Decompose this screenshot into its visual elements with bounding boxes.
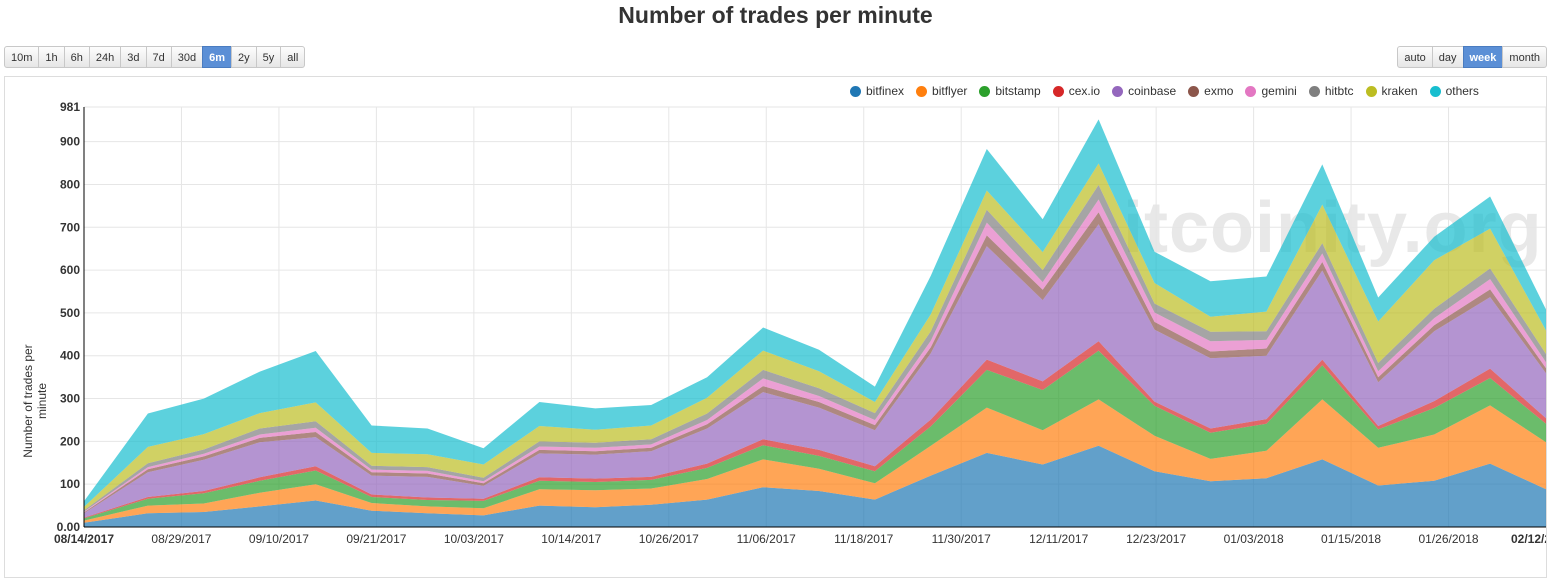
- y-tick-label: 300: [60, 392, 80, 406]
- y-tick-label: 100: [60, 477, 80, 491]
- legend-item-coinbase[interactable]: coinbase: [1112, 84, 1176, 98]
- range-button-30d[interactable]: 30d: [170, 46, 204, 68]
- legend-dot: [1052, 85, 1064, 97]
- mode-button-auto[interactable]: auto: [1397, 46, 1433, 68]
- area-bitfinex: [84, 445, 1546, 527]
- range-button-2y[interactable]: 2y: [231, 46, 257, 68]
- legend-label: hitbtc: [1324, 84, 1354, 98]
- legend-dot: [1429, 85, 1441, 97]
- chart-legend: bitfinex bitflyer bitstamp cex.io coinbase ex…: [850, 84, 1491, 98]
- legend-dot: [1365, 85, 1377, 97]
- x-tick-label: 10/14/2017: [541, 532, 601, 546]
- area-bitflyer: [84, 399, 1546, 523]
- x-tick-label: 11/18/2017: [834, 532, 893, 546]
- legend-label: bitfinex: [866, 84, 905, 98]
- range-button-6h[interactable]: 6h: [63, 46, 90, 68]
- mode-button-week[interactable]: week: [1462, 46, 1504, 68]
- x-tick-label: 09/21/2017: [346, 532, 406, 546]
- legend-item-kraken[interactable]: kraken: [1365, 84, 1418, 98]
- x-tick-label: 10/03/2017: [444, 532, 504, 546]
- range-button-group: 10m 1h 6h 24h 3d 7d 30d 6m 2y 5y all: [4, 46, 306, 68]
- x-tick-label: 11/30/2017: [932, 532, 991, 546]
- range-button-6m[interactable]: 6m: [202, 46, 233, 68]
- legend-item-bitstamp[interactable]: bitstamp: [979, 84, 1041, 98]
- x-tick-label: 09/10/2017: [249, 532, 309, 546]
- legend-label: others: [1445, 84, 1479, 98]
- stacked-area-chart: 0.00 100 200 300 400 500 600 700 800 900 981 08/14/…: [54, 100, 1546, 546]
- x-tick-label: 01/03/2018: [1224, 532, 1284, 546]
- y-axis-label: Number of trades per minute: [21, 344, 49, 458]
- y-tick-label: 400: [60, 349, 80, 363]
- legend-dot: [1245, 85, 1257, 97]
- x-tick-label: 01/15/2018: [1321, 532, 1381, 546]
- aggregation-button-group: auto day week month: [1397, 46, 1547, 68]
- x-tick-label: 12/11/2017: [1029, 532, 1088, 546]
- y-tick-label: 981: [60, 100, 80, 114]
- x-tick-label: 11/06/2017: [737, 532, 796, 546]
- legend-dot: [1112, 85, 1124, 97]
- legend-item-others[interactable]: others: [1429, 84, 1479, 98]
- x-tick-label: 02/12/2: [1511, 532, 1546, 546]
- legend-item-hitbtc[interactable]: hitbtc: [1308, 84, 1354, 98]
- y-tick-label: 200: [60, 434, 80, 448]
- legend-label: bitstamp: [995, 84, 1041, 98]
- chart-title: Number of trades per minute: [618, 2, 933, 28]
- legend-item-exmo[interactable]: exmo: [1188, 84, 1233, 98]
- y-tick-label: 500: [60, 306, 80, 320]
- legend-label: bitflyer: [932, 84, 968, 98]
- legend-label: kraken: [1381, 84, 1418, 98]
- y-tick-label: 800: [60, 177, 80, 191]
- legend-label: exmo: [1204, 84, 1234, 98]
- legend-dot: [850, 85, 861, 97]
- range-button-10m[interactable]: 10m: [4, 46, 40, 68]
- range-button-24h[interactable]: 24h: [88, 46, 122, 68]
- chart-panel: itcoinity.org 0.001002003004005006007008…: [4, 76, 1547, 578]
- range-button-3d[interactable]: 3d: [120, 46, 147, 68]
- range-button-all[interactable]: all: [280, 46, 306, 68]
- legend-item-cex-io[interactable]: cex.io: [1052, 84, 1101, 98]
- x-tick-label: 08/29/2017: [151, 532, 211, 546]
- legend-dot: [1308, 85, 1320, 97]
- y-tick-label: 0.00: [57, 520, 81, 534]
- area-bitstamp: [84, 350, 1546, 521]
- legend-label: coinbase: [1128, 84, 1177, 98]
- legend-dot: [1188, 85, 1200, 97]
- legend-label: gemini: [1261, 84, 1297, 98]
- area-coinbase: [84, 224, 1546, 518]
- legend-item-bitflyer[interactable]: bitflyer: [916, 84, 967, 98]
- x-tick-label: 12/23/2017: [1126, 532, 1186, 546]
- range-button-1h[interactable]: 1h: [38, 46, 65, 68]
- legend-label: cex.io: [1068, 84, 1101, 98]
- y-tick-label: 700: [60, 220, 80, 234]
- legend-item-bitfinex[interactable]: bitfinex: [850, 84, 904, 98]
- y-tick-label: 600: [60, 263, 80, 277]
- mode-button-day[interactable]: day: [1431, 46, 1464, 68]
- range-button-7d[interactable]: 7d: [145, 46, 172, 68]
- x-tick-label: 08/14/2017: [54, 532, 114, 546]
- legend-dot: [916, 85, 928, 97]
- range-button-5y[interactable]: 5y: [255, 46, 282, 68]
- x-tick-label: 01/26/2018: [1419, 532, 1479, 546]
- mode-button-month[interactable]: month: [1502, 46, 1547, 68]
- legend-dot: [979, 85, 991, 97]
- legend-item-gemini[interactable]: gemini: [1245, 84, 1297, 98]
- x-tick-label: 10/26/2017: [639, 532, 699, 546]
- y-tick-label: 900: [60, 135, 80, 149]
